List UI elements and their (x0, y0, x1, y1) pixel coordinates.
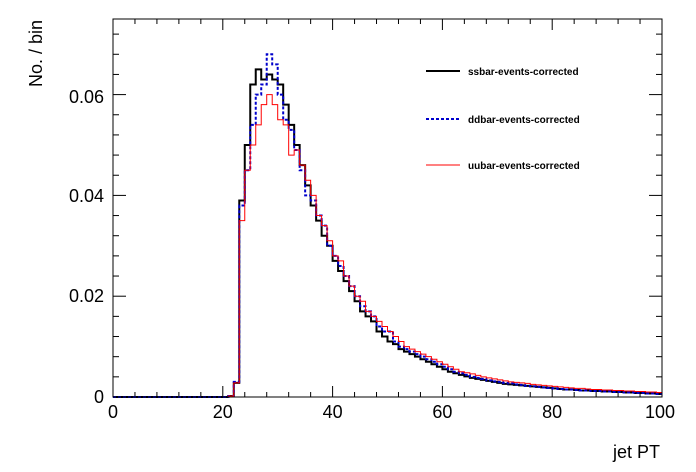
x-tick-label-80: 80 (542, 402, 562, 422)
y-axis-title: No. / bin (26, 20, 46, 87)
histogram-series-ssbar-events-corrected (113, 68, 662, 398)
x-tick-label-100: 100 (645, 402, 675, 422)
legend-label-uubar: uubar-events-corrected (468, 161, 580, 172)
legend-label-ssbar: ssbar-events-corrected (468, 67, 579, 78)
histogram-series-group (113, 53, 662, 398)
legend: ssbar-events-corrected ddbar-events-corr… (426, 67, 580, 172)
plot-frame (112, 18, 663, 398)
x-tick-label-20: 20 (213, 402, 233, 422)
legend-label-ddbar: ddbar-events-corrected (468, 115, 580, 126)
y-tick-label-0.06: 0.06 (69, 87, 104, 107)
y-tick-label-0.02: 0.02 (69, 286, 104, 306)
x-axis-title: jet PT (612, 442, 660, 462)
x-tick-label-40: 40 (323, 402, 343, 422)
y-tick-label-0.04: 0.04 (69, 186, 104, 206)
y-tick-label-0: 0 (94, 387, 104, 407)
x-tick-label-0: 0 (108, 402, 118, 422)
y-axis-ticks (113, 33, 662, 398)
histogram-series-uubar-events-corrected (113, 94, 662, 398)
x-tick-label-60: 60 (432, 402, 452, 422)
